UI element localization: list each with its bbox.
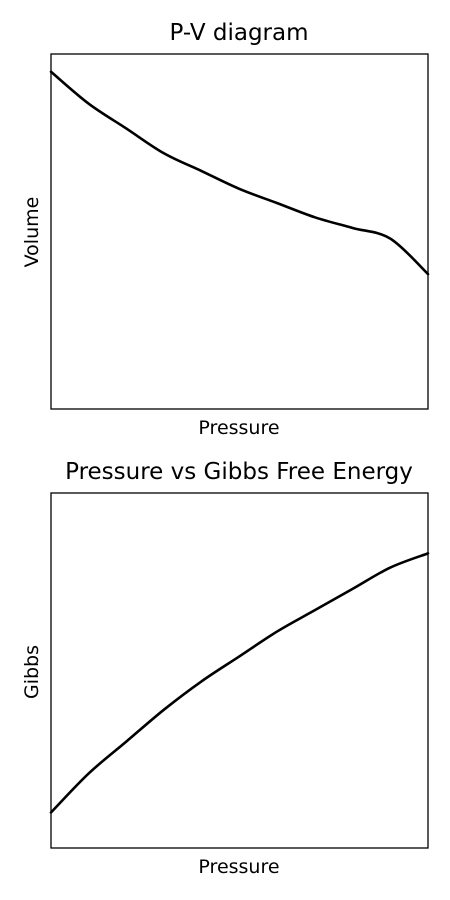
chart-pv-plot-frame bbox=[50, 53, 429, 410]
chart-gibbs: Pressure vs Gibbs Free Energy Pressure G… bbox=[21, 459, 430, 878]
chart-gibbs-series-line bbox=[49, 552, 430, 814]
chart-gibbs-ylabel: Gibbs bbox=[21, 645, 43, 699]
chart-pv: P-V diagram Pressure Volume bbox=[21, 20, 430, 439]
chart-gibbs-title: Pressure vs Gibbs Free Energy bbox=[65, 459, 413, 485]
chart-pv-ylabel: Volume bbox=[21, 197, 43, 268]
chart-gibbs-xlabel: Pressure bbox=[198, 856, 279, 878]
chart-pv-xlabel: Pressure bbox=[198, 417, 279, 439]
chart-gibbs-plot-frame bbox=[50, 492, 429, 849]
chart-pv-title: P-V diagram bbox=[170, 20, 309, 46]
chart-pv-series-line bbox=[49, 70, 430, 276]
